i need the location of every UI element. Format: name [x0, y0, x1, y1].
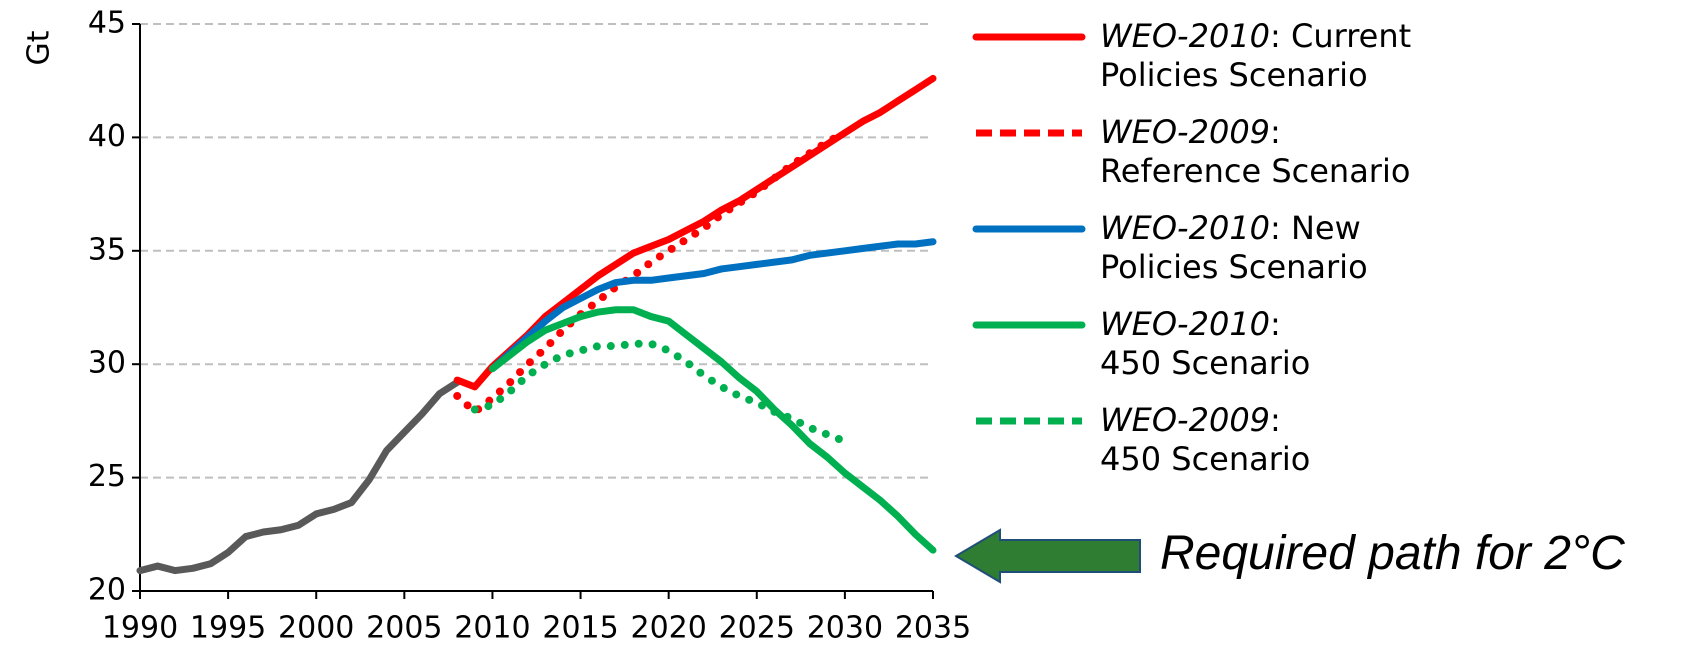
x-tick-label: 2035: [895, 611, 971, 646]
legend-entry: WEO-2010: New Policies Scenario: [1100, 209, 1368, 286]
x-tick-label: 2000: [278, 611, 354, 646]
x-tick-label: 2030: [807, 611, 883, 646]
x-tick-label: 2020: [630, 611, 706, 646]
x-tick-label: 1990: [102, 611, 178, 646]
y-axis-label: Gt: [22, 30, 57, 65]
y-tick-label: 40: [88, 119, 126, 154]
x-tick-label: 2015: [542, 611, 618, 646]
x-tick-label: 2005: [366, 611, 442, 646]
series-line: [453, 128, 849, 416]
x-tick-label: 2025: [719, 611, 795, 646]
legend-entry: WEO-2010: Current Policies Scenario: [1100, 17, 1412, 94]
legend-entry: WEO-2009: Reference Scenario: [1100, 113, 1411, 190]
x-tick-label: 2010: [454, 611, 530, 646]
y-tick-label: 30: [88, 346, 126, 381]
legend-entry: WEO-2010: 450 Scenario: [1100, 305, 1311, 382]
y-tick-label: 20: [88, 573, 126, 608]
legend-entry: WEO-2009: 450 Scenario: [1100, 401, 1311, 478]
x-tick-label: 1995: [190, 611, 266, 646]
series-line: [488, 306, 937, 554]
y-tick-label: 35: [88, 232, 126, 267]
annotation: Required path for 2°C: [1160, 527, 1625, 580]
y-tick-label: 25: [88, 459, 126, 494]
series-line: [488, 238, 937, 373]
arrow: [954, 528, 1141, 584]
series-line: [136, 378, 461, 575]
y-tick-label: 45: [88, 6, 126, 41]
